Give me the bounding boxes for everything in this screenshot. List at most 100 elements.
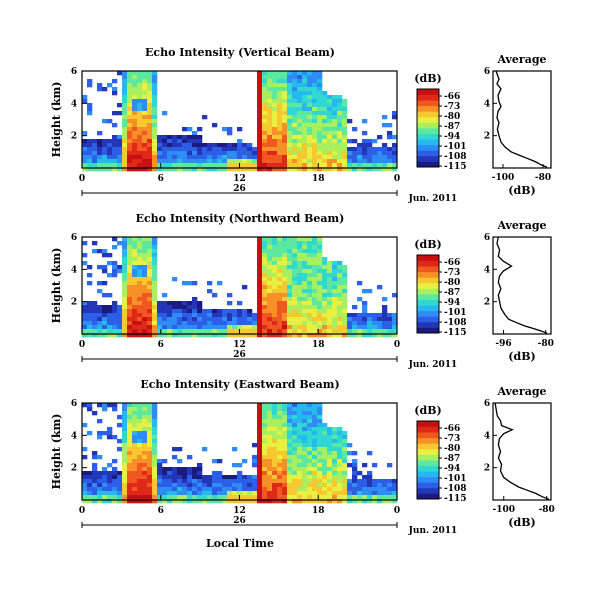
- heatmap-cell: [342, 321, 348, 326]
- heatmap-cell: [222, 499, 228, 504]
- heatmap-cell: [102, 431, 108, 436]
- heatmap-cell: [157, 151, 163, 156]
- heatmap-cell: [357, 159, 363, 164]
- heatmap-cell: [102, 293, 108, 298]
- heatmap-cell: [147, 71, 153, 76]
- heatmap-cell: [327, 139, 333, 144]
- heatmap-cell: [142, 75, 148, 80]
- heatmap-cell: [322, 499, 328, 504]
- heatmap-cell: [132, 309, 138, 314]
- heatmap-cell: [327, 435, 333, 440]
- heatmap-cell: [322, 95, 328, 100]
- heatmap-cell: [307, 423, 313, 428]
- heatmap-cell: [292, 273, 298, 278]
- heatmap-cell: [317, 281, 323, 286]
- heatmap-cell: [317, 139, 323, 144]
- heatmap-cell: [97, 317, 103, 322]
- heatmap-cell: [152, 265, 158, 270]
- heatmap-cell: [172, 455, 178, 460]
- heatmap-cell: [112, 333, 118, 338]
- heatmap-cell: [102, 487, 108, 492]
- heatmap-cell: [97, 151, 103, 156]
- heatmap-cell: [342, 111, 348, 116]
- heatmap-cell: [147, 277, 153, 282]
- heatmap-cell: [197, 487, 203, 492]
- heatmap-cell: [157, 475, 163, 480]
- heatmap-cell: [347, 463, 353, 468]
- heatmap-cell: [362, 151, 368, 156]
- heatmap-cell: [147, 261, 153, 266]
- heatmap-cell: [112, 491, 118, 496]
- heatmap-cell: [177, 313, 183, 318]
- heatmap-cell: [152, 321, 158, 326]
- heatmap-cell: [267, 403, 273, 408]
- heatmap-cell: [127, 475, 133, 480]
- heatmap-cell: [297, 411, 303, 416]
- heatmap-cell: [177, 471, 183, 476]
- heatmap-cell: [147, 463, 153, 468]
- heatmap-cell: [197, 325, 203, 330]
- heatmap-cell: [87, 495, 93, 500]
- heatmap-cell: [287, 119, 293, 124]
- heatmap-cell: [107, 155, 113, 160]
- heatmap-cell: [257, 111, 263, 116]
- heatmap-cell: [92, 241, 98, 246]
- heatmap-cell: [82, 95, 88, 100]
- heatmap-cell: [272, 293, 278, 298]
- heatmap-cell: [332, 467, 338, 472]
- heatmap-cell: [97, 313, 103, 318]
- heatmap-cell: [302, 123, 308, 128]
- heatmap-cell: [117, 487, 123, 492]
- heatmap-cell: [147, 297, 153, 302]
- heatmap-cell: [272, 245, 278, 250]
- heatmap-cell: [152, 495, 158, 500]
- avg-x-tick-label: -80: [539, 505, 555, 515]
- heatmap-cell: [362, 329, 368, 334]
- heatmap-cell: [192, 151, 198, 156]
- colorbar-swatch: [417, 321, 439, 328]
- heatmap-cell: [117, 241, 123, 246]
- heatmap-cell: [87, 479, 93, 484]
- heatmap-cell: [257, 471, 263, 476]
- heatmap-cell: [107, 317, 113, 322]
- heatmap-cell: [282, 151, 288, 156]
- heatmap-cell: [107, 273, 113, 278]
- heatmap-cell: [217, 459, 223, 464]
- heatmap-cell: [162, 475, 168, 480]
- heatmap-cell: [247, 499, 253, 504]
- heatmap-cell: [277, 455, 283, 460]
- heatmap-cell: [132, 281, 138, 286]
- heatmap-cell: [252, 499, 258, 504]
- heatmap-cell: [332, 159, 338, 164]
- heatmap-cell: [192, 159, 198, 164]
- heatmap-cell: [147, 285, 153, 290]
- heatmap-cell: [152, 245, 158, 250]
- heatmap-cell: [187, 475, 193, 480]
- heatmap-cell: [387, 491, 393, 496]
- heatmap-cell: [382, 151, 388, 156]
- heatmap-cell: [267, 107, 273, 112]
- heatmap-cell: [297, 83, 303, 88]
- heatmap-cell: [377, 487, 383, 492]
- heatmap-cell: [227, 317, 233, 322]
- heatmap-cell: [137, 87, 143, 92]
- heatmap-cell: [252, 159, 258, 164]
- heatmap-cell: [227, 309, 233, 314]
- avg-x-tick-label: -100: [492, 173, 515, 183]
- heatmap-cell: [127, 107, 133, 112]
- heatmap-cell: [242, 475, 248, 480]
- heatmap-cell: [227, 479, 233, 484]
- heatmap-cell: [312, 115, 318, 120]
- heatmap-cell: [382, 159, 388, 164]
- heatmap-cell: [317, 459, 323, 464]
- heatmap-cell: [312, 99, 318, 104]
- heatmap-cell: [302, 115, 308, 120]
- heatmap-cell: [202, 159, 208, 164]
- heatmap-cell: [167, 135, 173, 140]
- heatmap-cell: [257, 123, 263, 128]
- heatmap-cell: [157, 163, 163, 168]
- heatmap-cell: [272, 115, 278, 120]
- heatmap-cell: [277, 257, 283, 262]
- heatmap-cell: [102, 159, 108, 164]
- heatmap-cell: [92, 301, 98, 306]
